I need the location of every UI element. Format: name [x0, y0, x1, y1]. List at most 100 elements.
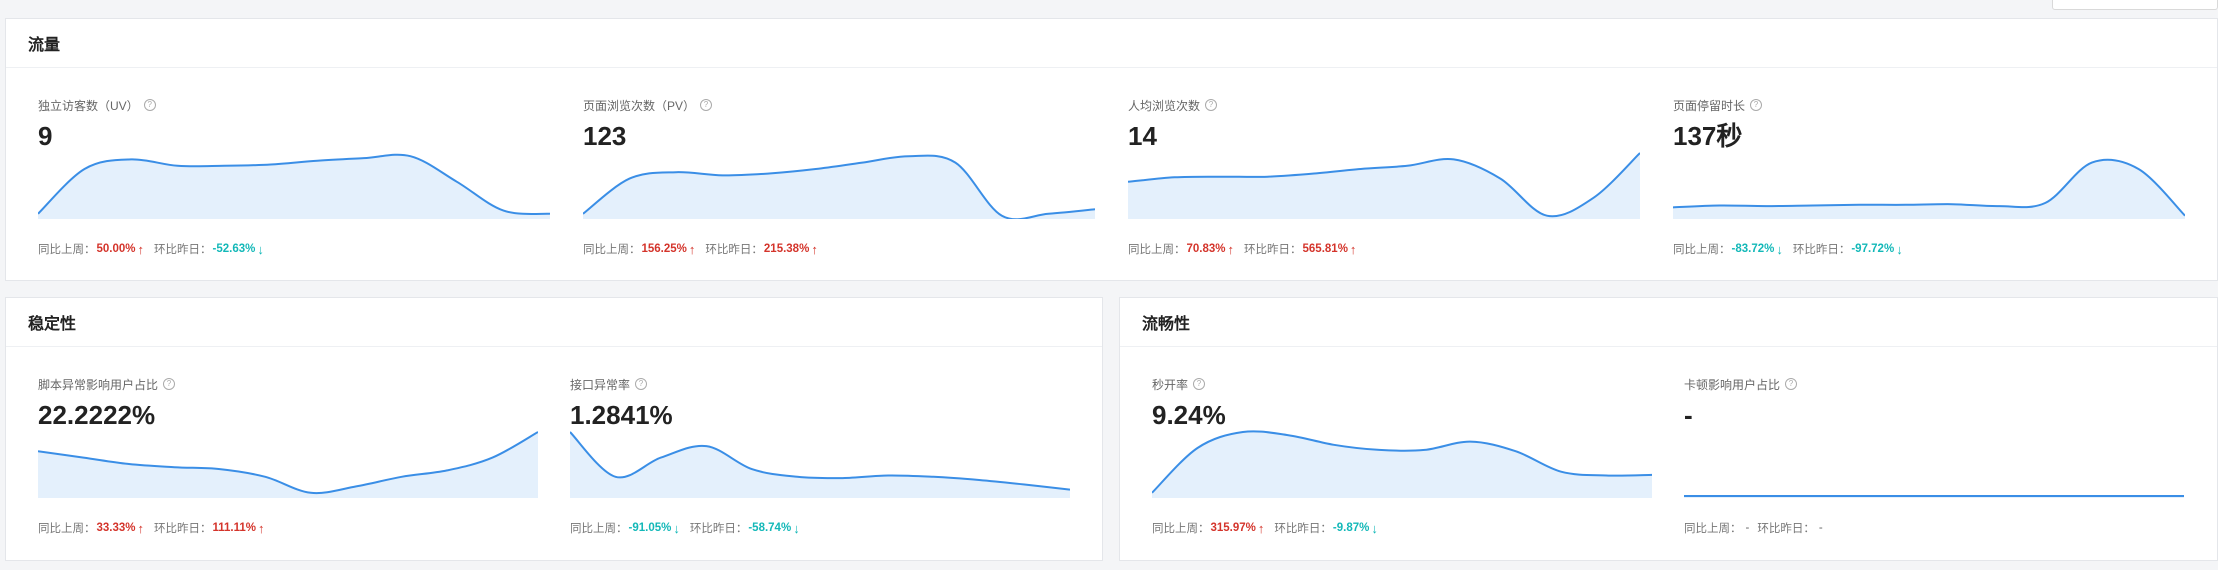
help-icon[interactable]: ?: [1193, 378, 1206, 390]
metric-title: 卡顿影响用户占比?: [1684, 376, 2184, 392]
metric-value: 9.24%: [1152, 400, 1226, 430]
up-arrow-icon: ↑: [811, 241, 818, 257]
sparkline-area: [1152, 431, 1652, 498]
sparkline-line: [583, 154, 1095, 219]
wow-label: 同比上周：: [1152, 523, 1210, 535]
sparkline-chart: [1128, 149, 1640, 219]
metric-title: 独立访客数（UV）?: [38, 97, 550, 113]
help-icon[interactable]: ?: [635, 378, 648, 390]
metric-value: 9: [38, 121, 53, 151]
sparkline-svg: [570, 431, 1070, 498]
sparkline-area: [1673, 159, 2185, 219]
date-picker-input[interactable]: [2052, 0, 2218, 10]
metric-title-text: 秒开率: [1152, 377, 1189, 392]
sparkline-line: [1128, 152, 1640, 218]
wow-value: -91.05%: [628, 522, 672, 534]
stability-card: 稳定性 脚本异常影响用户占比? 22.2222% 同比上周： 33.33% ↑ 环比昨日：…: [5, 297, 1103, 561]
dod-value: -52.63%: [212, 243, 256, 255]
sparkline-chart: [38, 428, 538, 498]
sparkline-svg: [1128, 152, 1640, 219]
metric-item: 接口异常率? 1.2841% 同比上周： -91.05% ↓ 环比昨日： -58.74% ↓: [570, 376, 1070, 546]
metric-value: 14: [1128, 121, 1157, 151]
metric-value: 1.2841%: [570, 400, 673, 430]
metric-compare: 同比上周： 156.25% ↑ 环比昨日： 215.38% ↑: [583, 241, 828, 257]
sparkline-line: [38, 431, 538, 495]
help-icon[interactable]: ?: [1205, 99, 1218, 111]
metric-title-text: 人均浏览次数: [1128, 98, 1201, 113]
sparkline-area: [583, 155, 1095, 219]
metric-compare: 同比上周： 33.33% ↑ 环比昨日： 111.11% ↑: [38, 520, 275, 536]
metric-item: 秒开率? 9.24% 同比上周： 315.97% ↑ 环比昨日： -9.87% ↓: [1152, 376, 1652, 546]
wow-label: 同比上周：: [38, 244, 96, 256]
metric-title: 页面浏览次数（PV）?: [583, 97, 1095, 113]
metric-title-text: 卡顿影响用户占比: [1684, 377, 1781, 392]
dod-value: 111.11%: [212, 522, 257, 534]
help-icon[interactable]: ?: [1785, 378, 1798, 390]
metric-title-text: 脚本异常影响用户占比: [38, 377, 159, 392]
metric-title: 脚本异常影响用户占比?: [38, 376, 538, 392]
wow-label: 同比上周：: [1673, 244, 1731, 256]
up-arrow-icon: ↑: [688, 241, 696, 257]
sparkline-chart: [1152, 428, 1652, 498]
metric-item: 人均浏览次数? 14 同比上周： 70.83% ↑ 环比昨日： 565.81% ↑: [1128, 97, 1640, 267]
down-arrow-icon: ↓: [793, 520, 800, 536]
metric-title-text: 独立访客数（UV）: [38, 98, 139, 113]
wow-value: 50.00%: [96, 243, 136, 255]
help-icon[interactable]: ?: [700, 99, 713, 111]
metric-item: 卡顿影响用户占比? - 同比上周： - 环比昨日： -: [1684, 376, 2184, 546]
sparkline-line: [570, 431, 1070, 491]
wow-label: 同比上周：: [1128, 244, 1186, 256]
up-arrow-icon: ↑: [137, 241, 145, 257]
dod-label: 环比昨日：: [1274, 523, 1332, 535]
wow-label: 同比上周：: [1684, 523, 1742, 535]
metric-value: 137秒: [1673, 121, 1743, 151]
dod-value: -97.72%: [1851, 243, 1895, 255]
dod-label: 环比昨日：: [1792, 244, 1851, 256]
wow-label: 同比上周：: [570, 523, 628, 535]
dod-label: 环比昨日：: [154, 523, 212, 535]
help-icon[interactable]: ?: [1750, 99, 1763, 111]
dod-value: 565.81%: [1302, 243, 1348, 255]
up-arrow-icon: ↑: [1349, 241, 1357, 257]
sparkline-chart: [1684, 428, 2184, 498]
down-arrow-icon: ↓: [1896, 241, 1903, 257]
sparkline-svg: [38, 431, 538, 498]
sparkline-line: [38, 153, 550, 215]
metric-item: 脚本异常影响用户占比? 22.2222% 同比上周： 33.33% ↑ 环比昨日： 111.…: [38, 376, 538, 546]
dod-value: -58.74%: [748, 522, 792, 534]
sparkline-area: [38, 432, 538, 498]
wow-value: -: [1745, 522, 1750, 534]
metric-value: 22.2222%: [38, 400, 156, 430]
sparkline-chart: [570, 428, 1070, 498]
metric-title: 人均浏览次数?: [1128, 97, 1640, 113]
smoothness-card: 流畅性 秒开率? 9.24% 同比上周： 315.97% ↑ 环比昨日： -9.87% ↓ 卡顿…: [1119, 297, 2218, 561]
wow-label: 同比上周：: [38, 523, 96, 535]
metric-item: 页面停留时长? 137秒 同比上周： -83.72% ↓ 环比昨日： -97.72% ↓: [1673, 97, 2185, 267]
sparkline-line: [1152, 430, 1652, 494]
down-arrow-icon: ↓: [1776, 241, 1783, 257]
sparkline-area: [570, 432, 1070, 498]
sparkline-svg: [1152, 430, 1652, 498]
metric-compare: 同比上周： -83.72% ↓ 环比昨日： -97.72% ↓: [1673, 241, 1913, 257]
wow-label: 同比上周：: [583, 244, 641, 256]
dod-label: 环比昨日：: [1757, 523, 1815, 535]
dod-value: -9.87%: [1332, 522, 1370, 534]
metric-compare: 同比上周： 70.83% ↑ 环比昨日： 565.81% ↑: [1128, 241, 1366, 257]
help-icon[interactable]: ?: [163, 378, 176, 390]
metric-title: 接口异常率?: [570, 376, 1070, 392]
help-icon[interactable]: ?: [143, 99, 156, 111]
up-arrow-icon: ↑: [258, 520, 265, 536]
sparkline-chart: [38, 149, 550, 219]
smoothness-card-title: 流畅性: [1120, 298, 2217, 347]
metric-title-text: 页面浏览次数（PV）: [583, 98, 696, 113]
wow-value: 156.25%: [641, 243, 687, 255]
metric-item: 页面浏览次数（PV）? 123 同比上周： 156.25% ↑ 环比昨日： 215.38% ↑: [583, 97, 1095, 267]
traffic-card-title: 流量: [6, 19, 2217, 68]
sparkline-line: [1673, 158, 2185, 217]
metric-title: 秒开率?: [1152, 376, 1652, 392]
metric-compare: 同比上周： 315.97% ↑ 环比昨日： -9.87% ↓: [1152, 520, 1388, 536]
sparkline-svg: [583, 154, 1095, 219]
sparkline-chart: [1673, 149, 2185, 219]
dod-label: 环比昨日：: [1244, 244, 1302, 256]
stability-card-title: 稳定性: [6, 298, 1102, 347]
